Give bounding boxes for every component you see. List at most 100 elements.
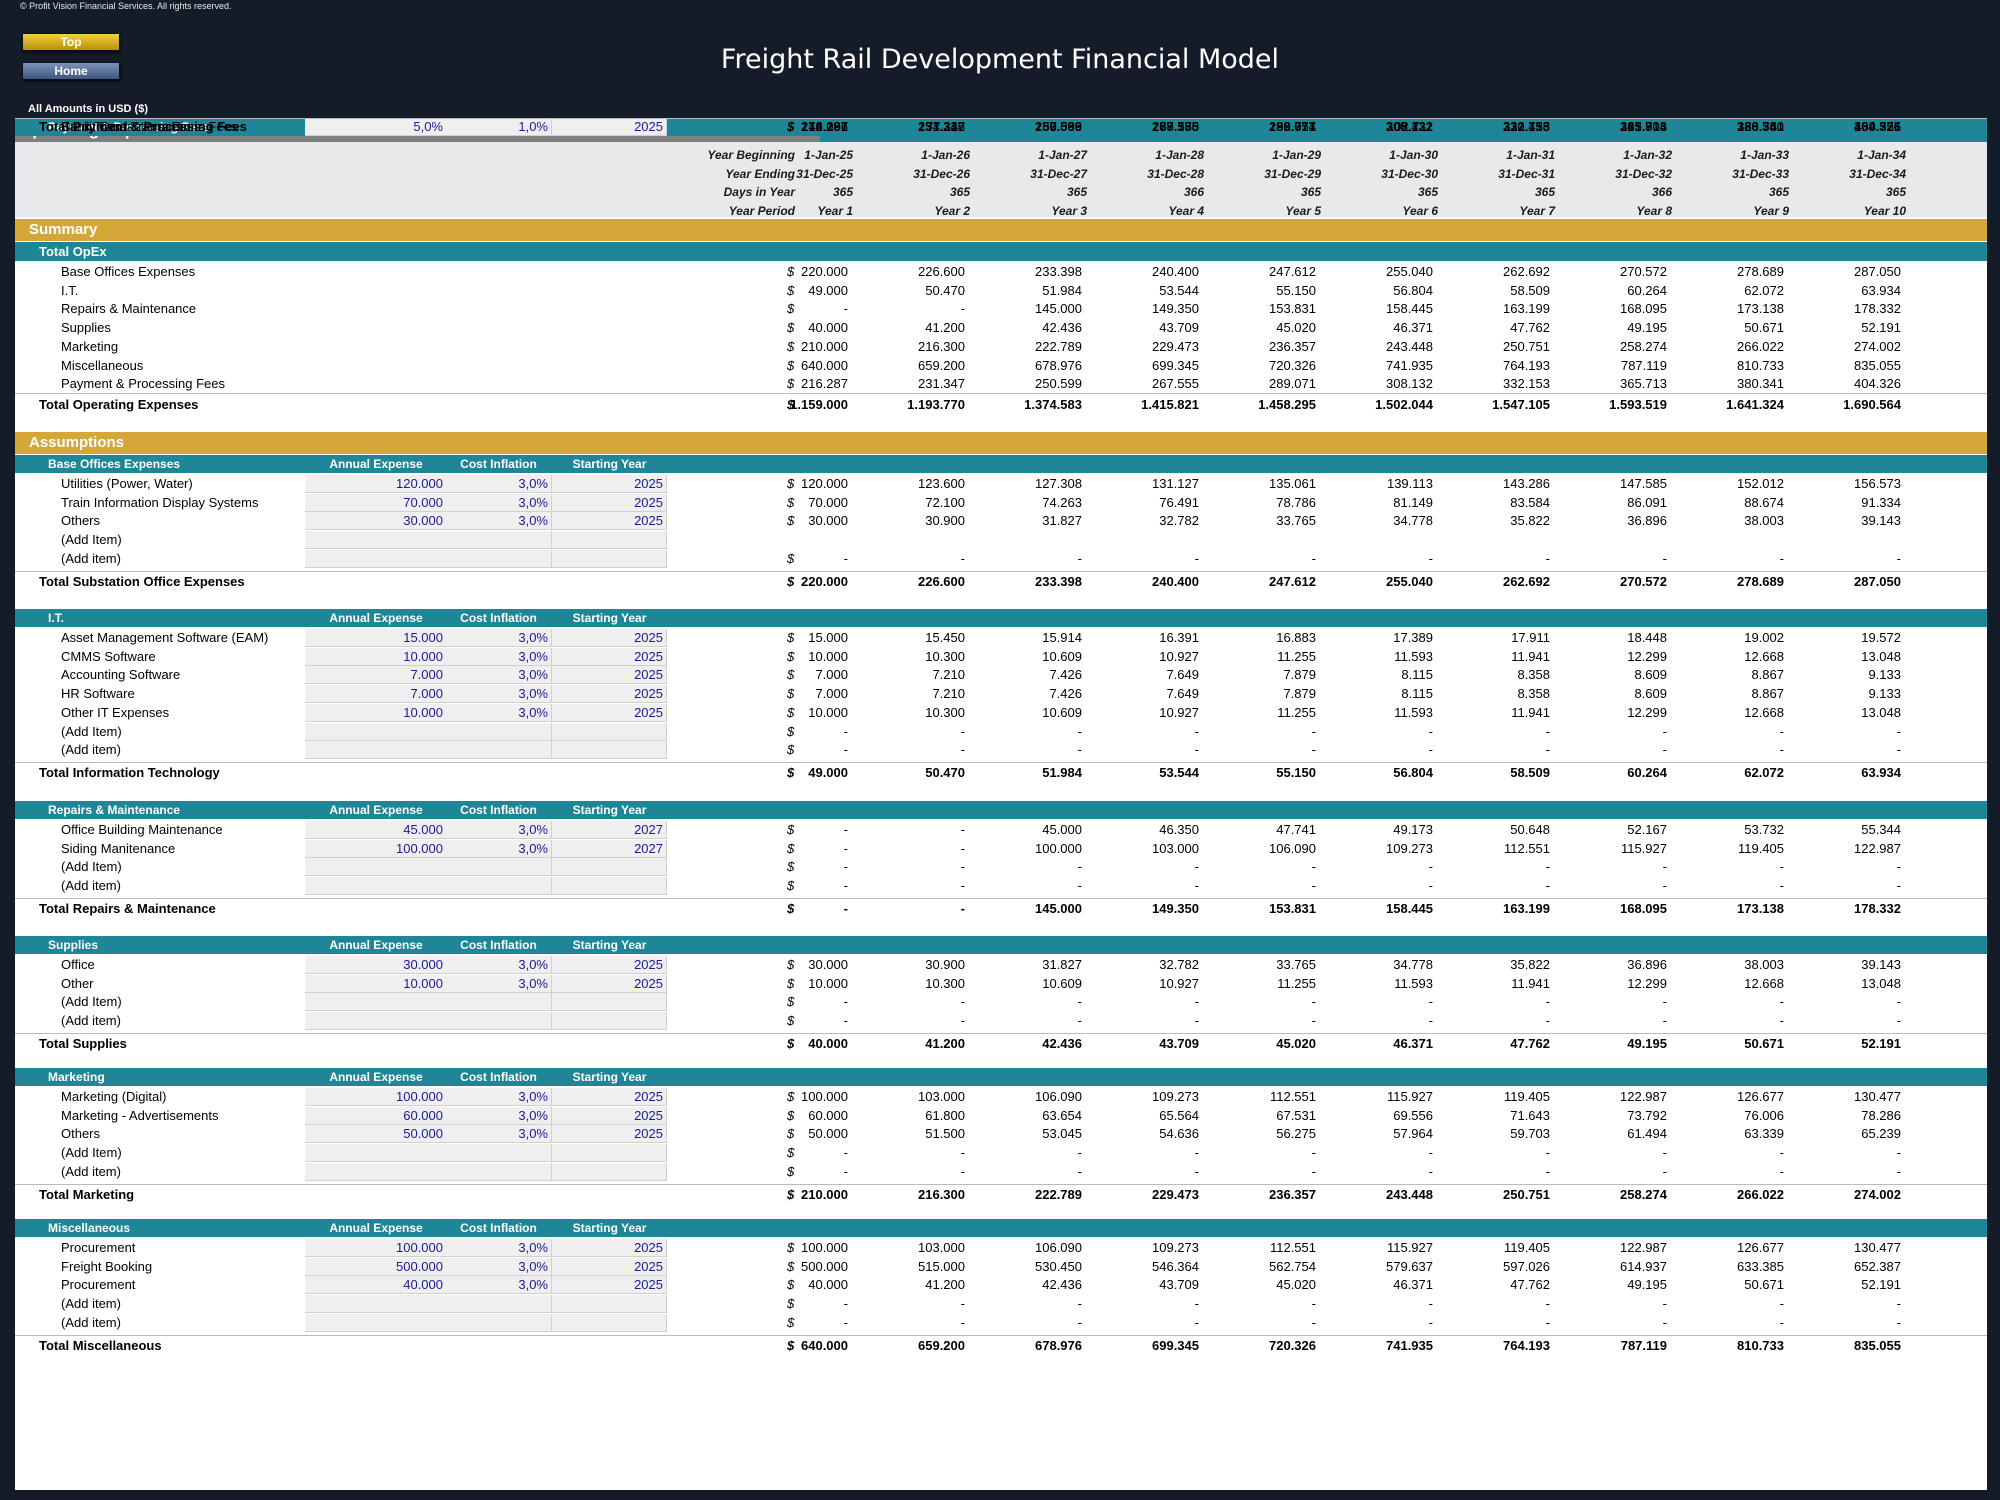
- assumption-input-cell[interactable]: [445, 1295, 552, 1314]
- assumption-input-cell[interactable]: 2025: [552, 1125, 667, 1144]
- assumption-input-cell[interactable]: 30.000: [305, 512, 447, 531]
- line-item-label: HR Software: [61, 686, 135, 702]
- assumption-input-cell[interactable]: [445, 858, 552, 877]
- assumption-input-cell[interactable]: 3,0%: [445, 839, 552, 858]
- assumption-input-cell[interactable]: 120.000: [305, 475, 447, 493]
- assumption-input-cell[interactable]: 2025: [552, 118, 667, 136]
- assumption-input-cell[interactable]: [305, 722, 447, 741]
- top-button[interactable]: Top: [22, 33, 120, 51]
- assumption-input-cell[interactable]: [552, 722, 667, 741]
- assumption-input-cell[interactable]: [552, 1295, 667, 1314]
- assumption-input-cell[interactable]: 2025: [552, 1088, 667, 1106]
- assumption-input-cell[interactable]: 15.000: [305, 629, 447, 647]
- assumption-input-cell[interactable]: [445, 722, 552, 741]
- assumption-input-cell[interactable]: [445, 1162, 552, 1181]
- assumption-input-cell[interactable]: [445, 993, 552, 1012]
- home-button[interactable]: Home: [22, 62, 120, 80]
- assumption-input-cell[interactable]: 3,0%: [445, 974, 552, 993]
- assumption-input-cell[interactable]: 3,0%: [445, 1276, 552, 1295]
- assumption-input-cell[interactable]: 40.000: [305, 1276, 447, 1295]
- year-value-cell: 253.561: [1737, 119, 1784, 134]
- assumption-input-cell[interactable]: [305, 1144, 447, 1163]
- assumption-input-cell[interactable]: 30.000: [305, 956, 447, 974]
- assumption-input-cell[interactable]: 2027: [552, 821, 667, 839]
- assumption-input-cell[interactable]: 10.000: [305, 974, 447, 993]
- assumption-input-cell[interactable]: 5,0%: [305, 118, 447, 136]
- assumption-input-cell[interactable]: 3,0%: [445, 1088, 552, 1106]
- assumption-input-cell[interactable]: 2025: [552, 629, 667, 647]
- assumption-input-cell[interactable]: [445, 549, 552, 568]
- assumption-input-cell[interactable]: 3,0%: [445, 512, 552, 531]
- assumption-input-cell[interactable]: 3,0%: [445, 703, 552, 722]
- assumption-input-cell[interactable]: 7.000: [305, 685, 447, 704]
- assumption-input-cell[interactable]: 2025: [552, 974, 667, 993]
- assumption-input-cell[interactable]: 2025: [552, 647, 667, 666]
- assumption-input-cell[interactable]: 2027: [552, 839, 667, 858]
- assumption-input-cell[interactable]: 10.000: [305, 647, 447, 666]
- assumption-input-cell[interactable]: 3,0%: [445, 821, 552, 839]
- assumption-input-cell[interactable]: 2025: [552, 956, 667, 974]
- assumption-input-cell[interactable]: 50.000: [305, 1125, 447, 1144]
- assumption-input-cell[interactable]: 45.000: [305, 821, 447, 839]
- assumption-input-cell[interactable]: 3,0%: [445, 629, 552, 647]
- assumption-input-cell[interactable]: 3,0%: [445, 666, 552, 685]
- assumption-input-cell[interactable]: 3,0%: [445, 685, 552, 704]
- assumption-input-cell[interactable]: [305, 1012, 447, 1031]
- assumption-input-cell[interactable]: [552, 993, 667, 1012]
- assumption-input-cell[interactable]: [305, 1295, 447, 1314]
- year-value-cell: 78.786: [1276, 494, 1316, 510]
- assumption-input-cell[interactable]: 7.000: [305, 666, 447, 685]
- assumption-input-cell[interactable]: 3,0%: [445, 493, 552, 512]
- assumption-input-cell[interactable]: 100.000: [305, 1239, 447, 1257]
- assumption-input-cell[interactable]: [305, 993, 447, 1012]
- assumption-input-cell[interactable]: [552, 858, 667, 877]
- assumption-input-cell[interactable]: [445, 741, 552, 760]
- assumption-input-cell[interactable]: [552, 877, 667, 896]
- spreadsheet-grid: Operating Expenses2025202620272028202920…: [15, 118, 1987, 1490]
- assumption-input-cell[interactable]: 60.000: [305, 1106, 447, 1125]
- assumption-input-cell[interactable]: 3,0%: [445, 1106, 552, 1125]
- assumption-input-cell[interactable]: [552, 549, 667, 568]
- assumption-input-cell[interactable]: 100.000: [305, 839, 447, 858]
- timeline-value: 31-Dec-30: [1381, 166, 1438, 181]
- assumption-input-cell[interactable]: [305, 549, 447, 568]
- assumption-input-cell[interactable]: [445, 531, 552, 550]
- assumption-input-cell[interactable]: 1,0%: [445, 118, 552, 136]
- assumption-input-cell[interactable]: [445, 1313, 552, 1332]
- assumption-input-cell[interactable]: [445, 1144, 552, 1163]
- assumption-input-cell[interactable]: [305, 1162, 447, 1181]
- assumption-input-cell[interactable]: 2025: [552, 475, 667, 493]
- assumption-input-cell[interactable]: 3,0%: [445, 1125, 552, 1144]
- assumption-input-cell[interactable]: [305, 877, 447, 896]
- assumption-input-cell[interactable]: 3,0%: [445, 647, 552, 666]
- assumption-input-cell[interactable]: 3,0%: [445, 956, 552, 974]
- assumption-input-cell[interactable]: [552, 741, 667, 760]
- assumption-input-cell[interactable]: 10.000: [305, 703, 447, 722]
- assumption-input-cell[interactable]: 2025: [552, 493, 667, 512]
- assumption-input-cell[interactable]: [445, 1012, 552, 1031]
- assumption-input-cell[interactable]: 3,0%: [445, 475, 552, 493]
- assumption-input-cell[interactable]: [552, 1313, 667, 1332]
- assumption-input-cell[interactable]: 2025: [552, 1276, 667, 1295]
- assumption-input-cell[interactable]: 3,0%: [445, 1257, 552, 1276]
- assumption-input-cell[interactable]: [305, 741, 447, 760]
- assumption-input-cell[interactable]: 70.000: [305, 493, 447, 512]
- assumption-input-cell[interactable]: 2025: [552, 703, 667, 722]
- assumption-input-cell[interactable]: 2025: [552, 666, 667, 685]
- assumption-input-cell[interactable]: 2025: [552, 1257, 667, 1276]
- assumption-input-cell[interactable]: [305, 531, 447, 550]
- assumption-input-cell[interactable]: [552, 1162, 667, 1181]
- assumption-input-cell[interactable]: 2025: [552, 1239, 667, 1257]
- assumption-input-cell[interactable]: [305, 1313, 447, 1332]
- assumption-input-cell[interactable]: [305, 858, 447, 877]
- assumption-input-cell[interactable]: [552, 1012, 667, 1031]
- assumption-input-cell[interactable]: 100.000: [305, 1088, 447, 1106]
- assumption-input-cell[interactable]: 2025: [552, 1106, 667, 1125]
- assumption-input-cell[interactable]: 2025: [552, 685, 667, 704]
- assumption-input-cell[interactable]: 3,0%: [445, 1239, 552, 1257]
- assumption-input-cell[interactable]: [445, 877, 552, 896]
- assumption-input-cell[interactable]: 2025: [552, 512, 667, 531]
- assumption-input-cell[interactable]: [552, 531, 667, 550]
- assumption-input-cell[interactable]: [552, 1144, 667, 1163]
- assumption-input-cell[interactable]: 500.000: [305, 1257, 447, 1276]
